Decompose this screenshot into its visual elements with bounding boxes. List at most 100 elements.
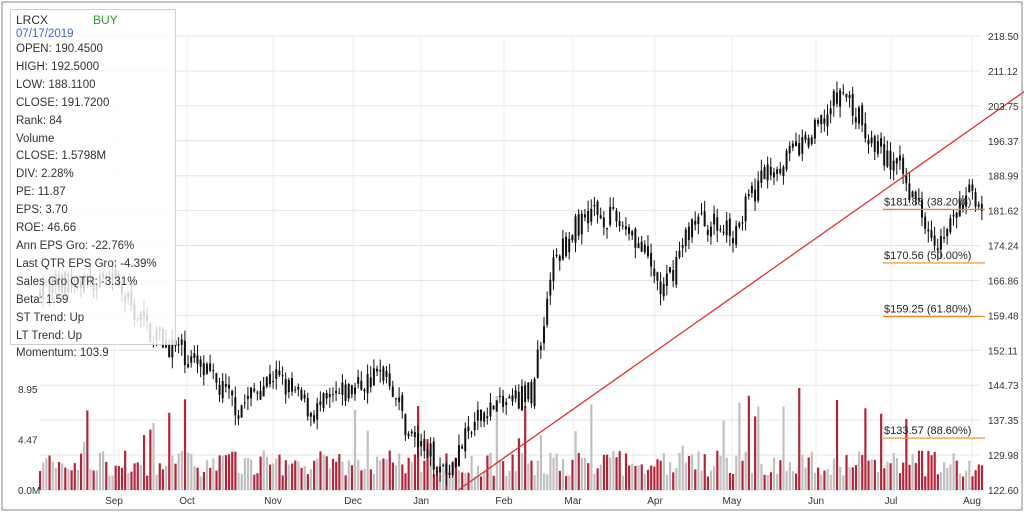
volume-tick-label: 0.0M [18, 486, 40, 497]
volume-bar [193, 466, 196, 490]
candle-body [656, 272, 659, 281]
candle-body [886, 150, 889, 167]
volume-bar [363, 468, 366, 490]
volume-bar [250, 459, 253, 490]
candle-body [297, 387, 300, 390]
volume-bar [413, 454, 417, 490]
candle-body [385, 370, 388, 377]
volume-bar [757, 406, 760, 490]
volume-bar [697, 451, 700, 490]
volume-bar [480, 476, 483, 490]
volume-bar [278, 454, 281, 490]
candle-body [451, 462, 454, 476]
fibonacci-label: $181.88 (38.20%) [884, 196, 971, 208]
volume-bar [577, 452, 580, 490]
candle-body [640, 241, 643, 252]
volume-bar [42, 462, 45, 490]
volume-bar [473, 476, 476, 490]
volume-bar [168, 412, 171, 490]
candle-body [606, 228, 608, 230]
volume-bar [681, 445, 684, 490]
candle-body [687, 226, 690, 241]
candle-body [398, 397, 401, 403]
volume-bar [461, 472, 464, 490]
volume-bar [813, 472, 817, 490]
candle-body [580, 213, 583, 235]
candle-body [924, 216, 927, 229]
candle-body [615, 210, 618, 222]
volume-bar [612, 451, 615, 490]
month-tick-label: Feb [495, 496, 513, 507]
candle-body [495, 400, 498, 412]
info-row: Volume [16, 132, 55, 145]
volume-bar [281, 475, 284, 490]
volume-bar [136, 462, 139, 490]
candle-body [722, 231, 725, 234]
candle-body [533, 379, 536, 407]
candle-body [571, 235, 574, 241]
volume-bar [139, 465, 142, 490]
month-tick-label: Jun [808, 496, 824, 507]
volume-bar [45, 458, 48, 490]
fibonacci-label: $133.57 (88.60%) [884, 425, 971, 437]
volume-bar [804, 467, 807, 490]
volume-bar [669, 462, 672, 490]
volume-bar [253, 474, 256, 490]
info-row: Rank: 84 [16, 114, 63, 127]
volume-bar [845, 455, 848, 490]
volume-bar [385, 459, 388, 490]
volume-bar [817, 467, 820, 490]
volume-bar [599, 464, 602, 490]
volume-bar [738, 402, 741, 490]
candle-body [968, 184, 971, 193]
info-row: LOW: 188.1100 [16, 78, 96, 91]
volume-bar [133, 463, 136, 490]
candle-body [341, 382, 344, 395]
volume-bar [161, 469, 165, 490]
candle-body [716, 217, 719, 231]
volume-bar [949, 464, 952, 490]
candle-body [407, 433, 410, 437]
candle-body [543, 326, 545, 344]
info-header: LRCX BUY [16, 13, 175, 28]
candle-body [524, 385, 527, 403]
volume-bar [102, 451, 105, 490]
volume-bar [205, 460, 209, 490]
candle-body [268, 374, 271, 384]
info-row: ST Trend: Up [16, 311, 85, 324]
volume-bar [218, 455, 221, 490]
candle-body [423, 438, 426, 451]
candle-body [854, 117, 857, 123]
candle-body [376, 368, 379, 372]
candle-body [432, 441, 435, 470]
candle-body [706, 229, 709, 236]
info-row: EPS: 3.70 [16, 204, 68, 217]
volume-bar [322, 454, 325, 490]
volume-bar [930, 455, 933, 490]
volume-bar [357, 460, 360, 490]
quote-date: 07/17/2019 [16, 28, 74, 40]
candle-body [728, 218, 731, 236]
candle-body [971, 184, 974, 191]
volume-bar [177, 453, 180, 490]
volume-bar [533, 475, 536, 490]
candle-body [952, 214, 955, 217]
candle-body [530, 382, 533, 404]
candle-body [835, 92, 838, 104]
candle-body [754, 189, 757, 202]
candle-body [930, 230, 933, 238]
volume-bar [842, 475, 845, 490]
volume-bar [744, 451, 747, 490]
volume-bar [426, 439, 429, 490]
volume-bar [171, 455, 174, 490]
candle-body [275, 369, 278, 379]
candle-body [697, 216, 700, 224]
candle-body [218, 384, 221, 395]
volume-bar [839, 467, 842, 490]
volume-bar [470, 455, 473, 490]
candle-body [196, 355, 199, 364]
volume-bar [196, 467, 199, 490]
volume-bar [454, 457, 457, 490]
volume-bar [889, 463, 892, 490]
candle-body [669, 267, 671, 273]
